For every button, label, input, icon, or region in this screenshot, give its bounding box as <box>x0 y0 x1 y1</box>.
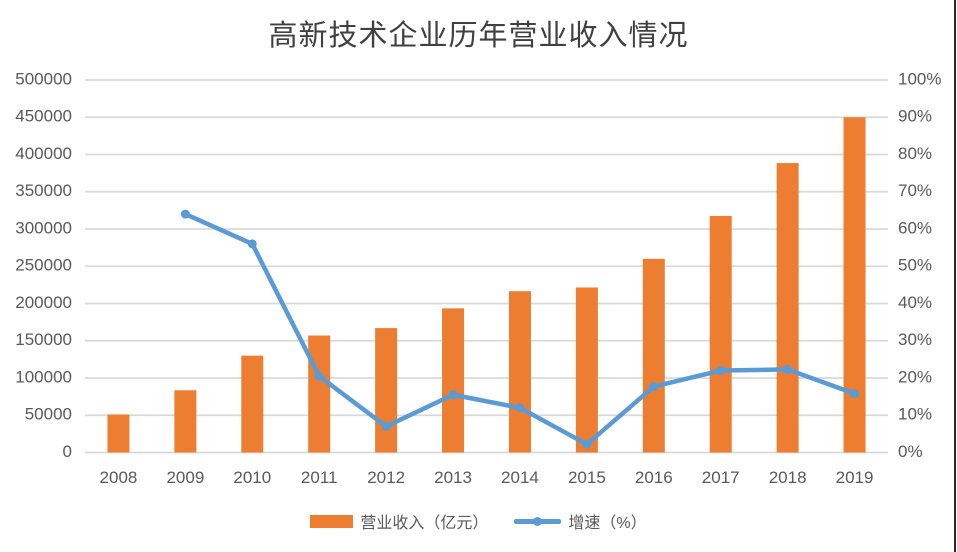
x-axis-label: 2014 <box>501 468 539 487</box>
x-axis-label: 2015 <box>568 468 606 487</box>
growth-marker-2009 <box>180 209 190 219</box>
right-border-line <box>954 0 956 552</box>
legend-label-revenue: 营业收入（亿元） <box>360 515 489 532</box>
bar-2010 <box>241 355 264 453</box>
growth-marker-2011 <box>314 371 324 381</box>
right-axis-tick-label: 40% <box>898 293 932 312</box>
x-axis-label: 2013 <box>434 468 472 487</box>
left-axis-tick-label: 500000 <box>15 69 72 88</box>
legend-bar-swatch-icon <box>310 514 354 528</box>
left-axis-tick-label: 50000 <box>25 405 72 424</box>
x-axis-label: 2017 <box>702 468 740 487</box>
bar-2008 <box>107 414 130 453</box>
left-axis-tick-label: 150000 <box>15 330 72 349</box>
x-axis-label: 2011 <box>301 468 338 487</box>
left-axis-tick-label: 350000 <box>15 181 72 200</box>
growth-marker-2015 <box>582 439 592 449</box>
right-axis-tick-label: 60% <box>898 218 932 237</box>
bar-2017 <box>709 215 732 453</box>
right-axis-tick-label: 100% <box>898 69 941 88</box>
growth-marker-2010 <box>247 239 257 249</box>
bar-2013 <box>442 308 465 453</box>
growth-marker-2013 <box>448 390 458 400</box>
legend-item-growth: 增速（%） <box>514 509 647 533</box>
growth-marker-2018 <box>783 364 793 374</box>
x-axis-label: 2009 <box>166 468 204 487</box>
growth-marker-2016 <box>649 382 659 392</box>
legend: 营业收入（亿元） 增速（%） <box>0 509 957 533</box>
x-axis-label: 2019 <box>836 468 874 487</box>
left-axis-tick-label: 100000 <box>15 367 72 386</box>
right-axis-tick-label: 70% <box>898 181 932 200</box>
legend-item-revenue: 营业收入（亿元） <box>310 509 488 533</box>
growth-marker-2014 <box>515 403 525 413</box>
bar-2011 <box>308 335 331 453</box>
bar-2014 <box>508 291 531 453</box>
x-axis-label: 2010 <box>233 468 271 487</box>
chart-title: 高新技术企业历年营业收入情况 <box>268 18 689 52</box>
bar-2019 <box>843 117 866 453</box>
x-axis-label: 2016 <box>635 468 673 487</box>
left-axis-tick-label: 300000 <box>15 218 72 237</box>
x-axis-label: 2012 <box>367 468 405 487</box>
bar-2009 <box>174 390 197 453</box>
legend-line-swatch-icon <box>514 516 562 527</box>
legend-label-growth: 增速（%） <box>568 515 647 532</box>
right-axis-tick-label: 80% <box>898 144 932 163</box>
left-axis-tick-label: 200000 <box>15 293 72 312</box>
bar-2018 <box>776 163 799 453</box>
bar-2016 <box>642 258 665 453</box>
growth-marker-2019 <box>850 389 860 399</box>
left-axis-tick-label: 250000 <box>15 256 72 275</box>
legend-line-marker-icon <box>533 516 543 526</box>
growth-marker-2012 <box>381 421 391 431</box>
right-axis-tick-label: 10% <box>898 405 932 424</box>
right-axis-tick-label: 90% <box>898 107 932 126</box>
right-axis-tick-label: 50% <box>898 256 932 275</box>
left-axis-tick-label: 0 <box>63 442 72 461</box>
x-axis-label: 2008 <box>100 468 138 487</box>
x-axis-label: 2018 <box>769 468 807 487</box>
right-axis-tick-label: 20% <box>898 367 932 386</box>
growth-marker-2017 <box>716 366 726 376</box>
right-axis-tick-label: 0% <box>898 442 923 461</box>
bar-2012 <box>375 328 398 453</box>
right-axis-tick-label: 30% <box>898 330 932 349</box>
left-axis-tick-label: 400000 <box>15 144 72 163</box>
bar-2015 <box>575 287 598 453</box>
left-axis-tick-label: 450000 <box>15 107 72 126</box>
